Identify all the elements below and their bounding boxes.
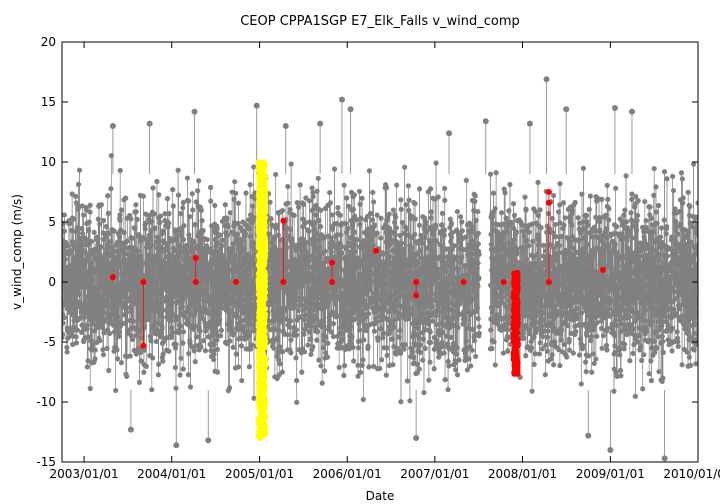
observation-point	[138, 358, 144, 364]
observation-point	[133, 202, 139, 208]
observation-point	[128, 216, 134, 222]
observation-point	[143, 363, 149, 369]
observation-point	[141, 347, 148, 353]
observation-point	[153, 338, 159, 345]
observation-point	[159, 228, 166, 234]
observation-point	[152, 225, 158, 231]
observation-point	[166, 210, 172, 217]
plot-area	[62, 76, 698, 462]
observation-point	[65, 243, 71, 249]
observation-point	[142, 226, 148, 232]
observation-point	[156, 192, 162, 198]
observation-point	[111, 228, 117, 234]
observation-point	[140, 193, 146, 199]
observation-point	[164, 196, 171, 202]
observation-point	[105, 210, 111, 216]
chart-title: CEOP CPPA1SGP E7_Elk_Falls v_wind_comp	[240, 14, 520, 29]
observation-point	[86, 219, 92, 225]
observation-point	[150, 185, 156, 191]
observation-point	[98, 244, 104, 250]
observation-point	[154, 178, 160, 185]
observation-point	[134, 216, 140, 222]
observation-point	[151, 211, 157, 217]
observation-point	[160, 351, 166, 357]
observation-point	[87, 202, 93, 208]
observation-point	[79, 230, 86, 237]
observation-point	[148, 338, 154, 344]
observation-point	[173, 341, 179, 348]
observation-point	[157, 219, 163, 226]
observation-point	[160, 358, 166, 364]
observation-point	[162, 211, 168, 217]
observation-point	[141, 369, 147, 375]
observation-point	[105, 193, 111, 199]
observation-point	[136, 379, 143, 385]
observation-point	[123, 195, 129, 201]
